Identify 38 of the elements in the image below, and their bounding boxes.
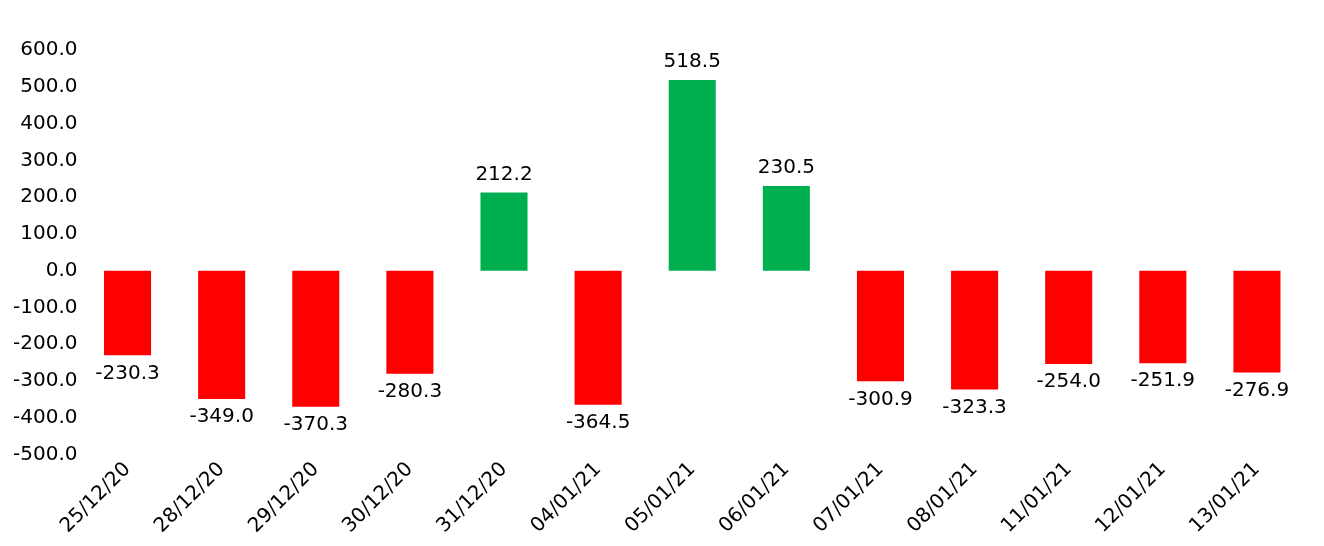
data-label: 230.5 — [757, 154, 815, 179]
bar — [104, 270, 152, 356]
bar — [292, 270, 340, 407]
bar — [668, 79, 716, 271]
y-tick-label: 600.0 — [20, 36, 78, 61]
data-label: -280.3 — [377, 377, 443, 402]
bar — [1233, 270, 1281, 373]
bar — [198, 270, 246, 399]
bar — [856, 270, 904, 382]
bar — [762, 185, 810, 271]
y-tick-label: 400.0 — [20, 109, 78, 134]
y-tick-label: -400.0 — [12, 403, 78, 428]
bar — [386, 270, 434, 374]
data-label: -349.0 — [189, 403, 254, 428]
data-label: -276.9 — [1224, 376, 1290, 401]
y-tick-label: 300.0 — [20, 146, 78, 171]
y-tick-label: -100.0 — [12, 293, 78, 318]
data-label: -254.0 — [1036, 368, 1101, 393]
data-label: -364.5 — [565, 408, 631, 433]
data-label: -370.3 — [283, 411, 349, 436]
y-tick-label: -200.0 — [12, 330, 78, 355]
data-label: -323.3 — [942, 393, 1007, 418]
bar — [574, 270, 622, 405]
data-label: 518.5 — [663, 48, 721, 73]
bar — [480, 192, 528, 271]
data-label: -251.9 — [1130, 367, 1196, 392]
y-tick-label: -500.0 — [12, 440, 78, 465]
data-label: -230.3 — [95, 359, 160, 384]
data-label: -300.9 — [848, 385, 913, 410]
y-tick-label: -300.0 — [12, 367, 78, 392]
y-tick-label: 0.0 — [45, 256, 78, 281]
bar — [1045, 270, 1093, 365]
y-tick-label: 200.0 — [20, 183, 78, 208]
data-label: 212.2 — [475, 160, 533, 185]
bar — [951, 270, 999, 390]
bar — [1139, 270, 1187, 364]
y-tick-label: 500.0 — [20, 72, 78, 97]
y-tick-label: 100.0 — [20, 220, 78, 245]
